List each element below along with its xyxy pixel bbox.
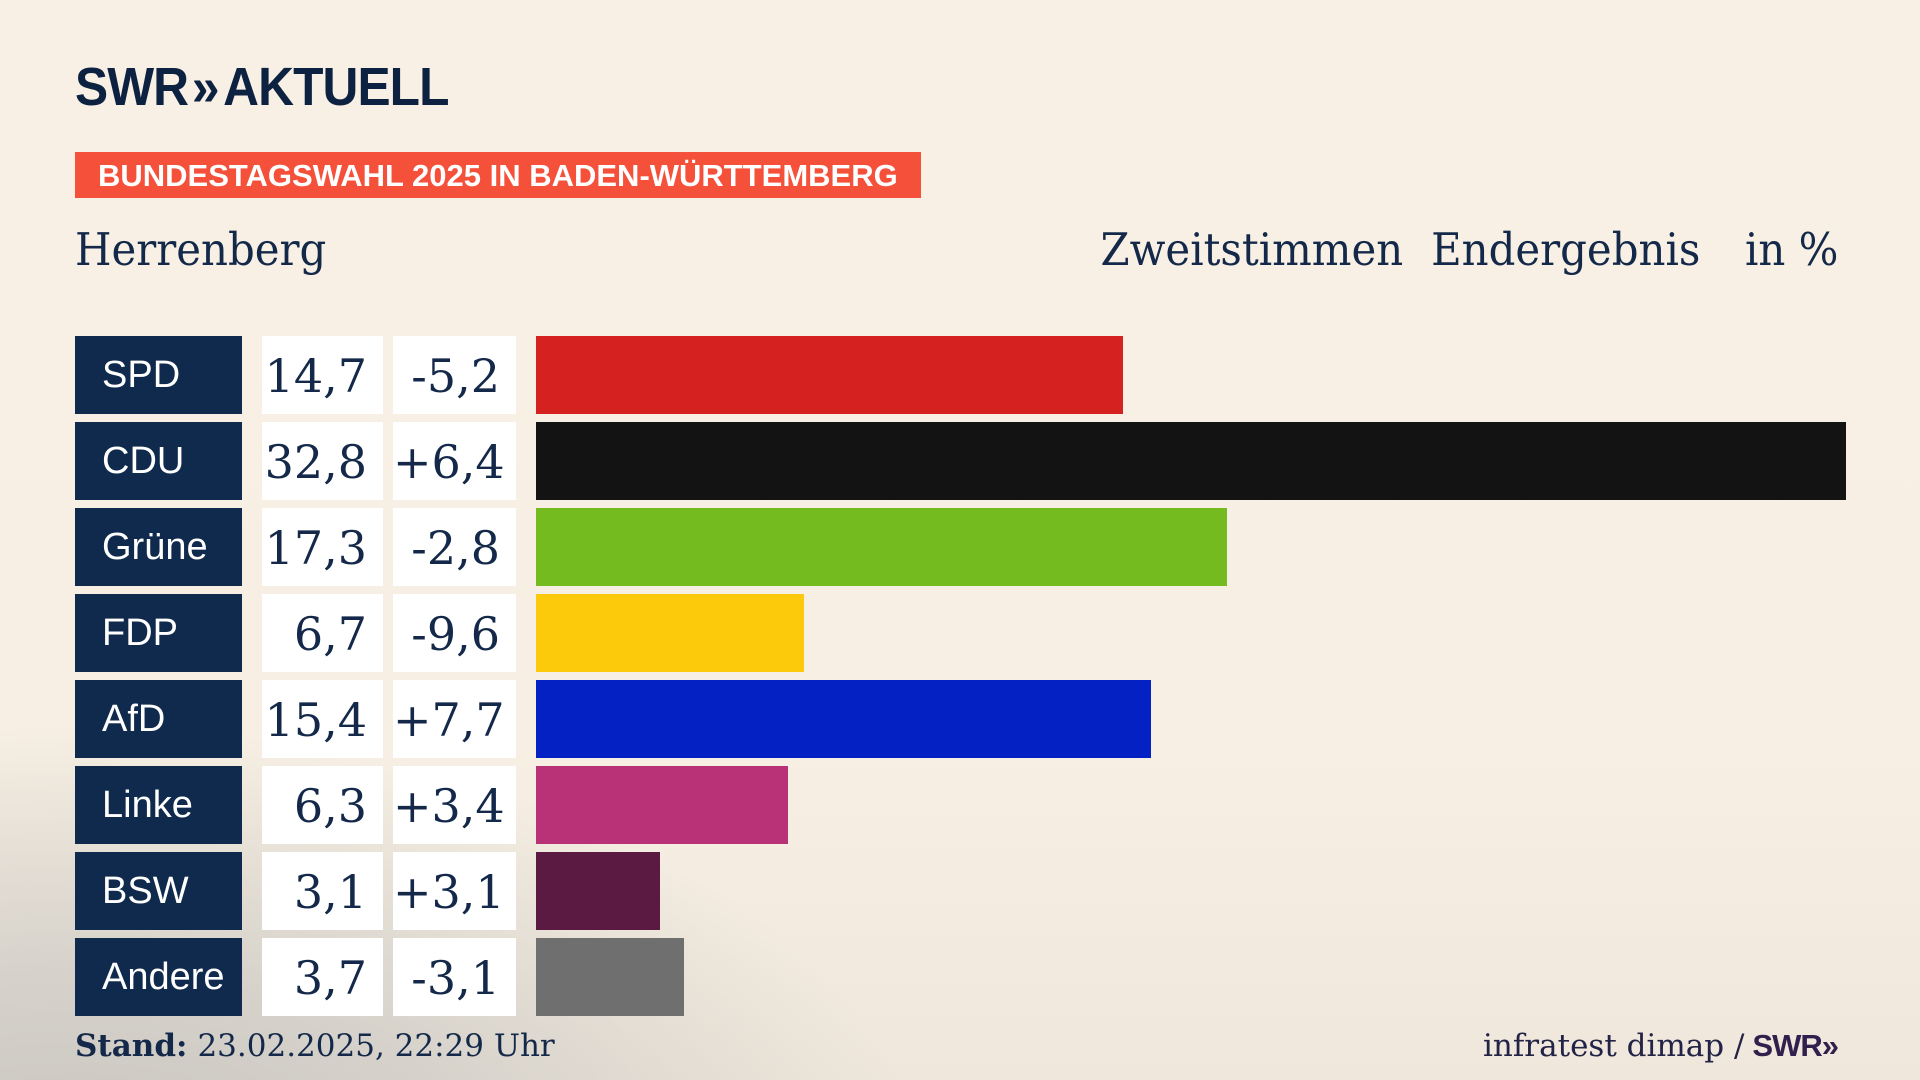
result-value: 3,7 xyxy=(262,938,383,1016)
result-change: +7,7 xyxy=(393,680,516,758)
party-label: CDU xyxy=(75,422,242,500)
double-chevron-icon: » xyxy=(191,57,220,117)
result-bar xyxy=(536,680,1151,758)
results-table: SPD 14,7 -5,2 CDU 32,8 +6,4 Grüne 17,3 -… xyxy=(0,336,1920,1024)
result-value: 6,3 xyxy=(262,766,383,844)
timestamp-label: Stand: xyxy=(75,1028,188,1064)
result-change: +6,4 xyxy=(393,422,516,500)
party-label: Grüne xyxy=(75,508,242,586)
result-bar xyxy=(536,594,804,672)
result-bar xyxy=(536,336,1123,414)
swr-source-logo: SWR» xyxy=(1752,1028,1839,1063)
result-change: +3,1 xyxy=(393,852,516,930)
result-change: -9,6 xyxy=(393,594,516,672)
swr-aktuell-logo: SWR» AKTUELL xyxy=(75,60,449,114)
result-bar xyxy=(536,938,684,1016)
chart-title-word-2: Endergebnis xyxy=(1430,222,1700,276)
result-change: +3,4 xyxy=(393,766,516,844)
chart-title-word-1: Zweitstimmen xyxy=(1100,222,1403,276)
result-value: 3,1 xyxy=(262,852,383,930)
result-change: -2,8 xyxy=(393,508,516,586)
timestamp-value: 23.02.2025, 22:29 Uhr xyxy=(197,1028,555,1064)
election-banner: BUNDESTAGSWAHL 2025 IN BADEN-WÜRTTEMBERG xyxy=(75,152,921,198)
party-label: BSW xyxy=(75,852,242,930)
result-change: -3,1 xyxy=(393,938,516,1016)
aktuell-logo-text: AKTUELL xyxy=(223,57,449,117)
party-label: Linke xyxy=(75,766,242,844)
result-value: 15,4 xyxy=(262,680,383,758)
title-row: Herrenberg Zweitstimmen Endergebnis in % xyxy=(75,220,1838,274)
result-row: CDU 32,8 +6,4 xyxy=(0,422,1920,500)
result-row: Linke 6,3 +3,4 xyxy=(0,766,1920,844)
result-row: FDP 6,7 -9,6 xyxy=(0,594,1920,672)
party-label: AfD xyxy=(75,680,242,758)
result-value: 6,7 xyxy=(262,594,383,672)
result-change: -5,2 xyxy=(393,336,516,414)
chart-title-word-3: in % xyxy=(1744,222,1838,276)
result-row: BSW 3,1 +3,1 xyxy=(0,852,1920,930)
result-row: Andere 3,7 -3,1 xyxy=(0,938,1920,1016)
party-label: SPD xyxy=(75,336,242,414)
party-label: FDP xyxy=(75,594,242,672)
result-bar xyxy=(536,422,1846,500)
result-row: Grüne 17,3 -2,8 xyxy=(0,508,1920,586)
result-value: 14,7 xyxy=(262,336,383,414)
result-row: SPD 14,7 -5,2 xyxy=(0,336,1920,414)
result-value: 17,3 xyxy=(262,508,383,586)
result-row: AfD 15,4 +7,7 xyxy=(0,680,1920,758)
result-value: 32,8 xyxy=(262,422,383,500)
result-bar xyxy=(536,508,1227,586)
result-bar xyxy=(536,766,788,844)
swr-logo-text: SWR xyxy=(75,57,189,117)
timestamp: Stand: 23.02.2025, 22:29 Uhr xyxy=(75,1028,555,1064)
municipality-title: Herrenberg xyxy=(75,222,327,276)
result-bar xyxy=(536,852,660,930)
chart-title: Zweitstimmen Endergebnis in % xyxy=(1100,222,1838,276)
source-credit: infratest dimap / SWR» xyxy=(1482,1028,1839,1064)
party-label: Andere xyxy=(75,938,242,1016)
source-text: infratest dimap / xyxy=(1482,1028,1745,1064)
